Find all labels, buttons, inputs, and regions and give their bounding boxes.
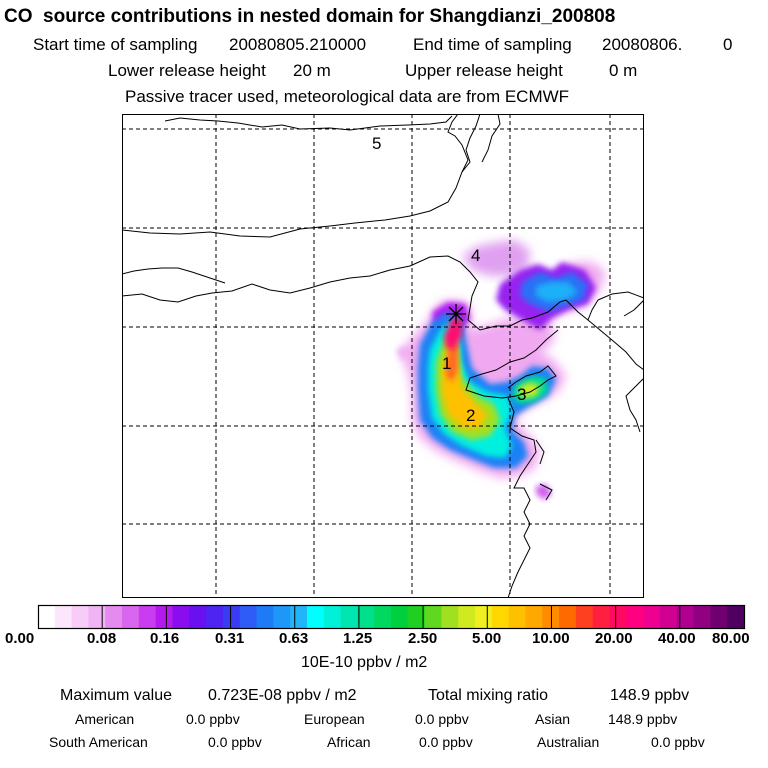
colorbar-swatch bbox=[626, 606, 644, 628]
colorbar-swatch bbox=[54, 606, 73, 628]
colorbar-swatch bbox=[138, 606, 157, 628]
total-mixing-value: 148.9 ppbv bbox=[610, 687, 690, 704]
start-time-label: Start time of sampling bbox=[33, 35, 198, 54]
colorbar-swatch bbox=[357, 606, 375, 628]
colorbar-swatch bbox=[256, 606, 274, 628]
concentration-plume bbox=[396, 240, 606, 500]
colorbar-tick-label: 10.00 bbox=[532, 630, 570, 647]
region-name: Asian bbox=[535, 711, 571, 727]
upper-release-label: Upper release height bbox=[405, 61, 563, 80]
colorbar-swatch bbox=[693, 606, 711, 628]
colorbar-swatch bbox=[239, 606, 258, 628]
colorbar-swatch bbox=[88, 606, 106, 628]
start-time-value: 20080805.210000 bbox=[229, 35, 367, 54]
colorbar-swatch bbox=[441, 606, 459, 628]
map-title: CO source contributions in nested domain… bbox=[4, 6, 616, 27]
colorbar-tick-label: 1.25 bbox=[343, 630, 373, 647]
colorbar-swatch bbox=[475, 606, 493, 628]
colorbar-tick-label: 0.31 bbox=[215, 630, 245, 647]
region-name: Australian bbox=[537, 734, 600, 750]
colorbar-swatch bbox=[424, 606, 443, 628]
map-frame bbox=[122, 114, 644, 598]
region-label: 4 bbox=[471, 246, 480, 265]
colorbar-swatch bbox=[525, 606, 543, 628]
colorbar-swatch bbox=[340, 606, 358, 628]
upper-release-value: 0 m bbox=[609, 61, 638, 80]
end-time-value: 20080806. bbox=[602, 35, 683, 54]
colorbar-tick-label: 5.00 bbox=[472, 630, 502, 647]
lower-release-value: 20 m bbox=[293, 61, 331, 80]
end-time-hour: 0 bbox=[723, 35, 733, 54]
colorbar-swatch bbox=[206, 606, 224, 628]
region-value: 0.0 ppbv bbox=[186, 711, 240, 727]
colorbar-swatch bbox=[609, 606, 627, 628]
colorbar-swatch bbox=[172, 606, 190, 628]
colorbar-swatch bbox=[105, 606, 123, 628]
tracer-note: Passive tracer used, meteorological data… bbox=[125, 87, 570, 106]
receptor-star-icon bbox=[446, 304, 466, 324]
colorbar-tick-label: 0.00 bbox=[5, 630, 35, 647]
colorbar-swatch bbox=[38, 606, 56, 628]
region-label: 5 bbox=[372, 134, 381, 153]
colorbar-swatch bbox=[71, 606, 90, 628]
colorbar-swatch bbox=[659, 606, 678, 628]
region-value: 0.0 ppbv bbox=[415, 711, 469, 727]
colorbar-swatch bbox=[508, 606, 527, 628]
colorbar-swatch bbox=[122, 606, 140, 628]
colorbar-swatch bbox=[458, 606, 476, 628]
colorbar-tick-label: 40.00 bbox=[658, 630, 696, 647]
region-label: 1 bbox=[442, 354, 451, 373]
colorbar-swatch bbox=[273, 606, 291, 628]
colorbar bbox=[38, 606, 745, 628]
colorbar-swatch bbox=[407, 606, 426, 628]
region-name: European bbox=[304, 711, 365, 727]
region-name: American bbox=[75, 711, 135, 727]
colorbar-swatch bbox=[727, 606, 745, 628]
region-name: African bbox=[327, 734, 371, 750]
max-value-label: Maximum value bbox=[60, 687, 173, 704]
max-value: 0.723E-08 ppbv / m2 bbox=[208, 687, 357, 704]
colorbar-units: 10E-10 ppbv / m2 bbox=[301, 654, 428, 671]
colorbar-swatch bbox=[323, 606, 342, 628]
region-value: 148.9 ppbv bbox=[608, 711, 678, 727]
colorbar-tick-label: 80.00 bbox=[712, 630, 750, 647]
colorbar-swatch bbox=[491, 606, 510, 628]
colorbar-swatch bbox=[643, 606, 661, 628]
graticule bbox=[122, 114, 644, 598]
colorbar-swatch bbox=[189, 606, 207, 628]
colorbar-tick-label: 20.00 bbox=[595, 630, 633, 647]
colorbar-swatch bbox=[374, 606, 392, 628]
colorbar-swatch bbox=[290, 606, 308, 628]
colorbar-swatch bbox=[592, 606, 611, 628]
total-mixing-label: Total mixing ratio bbox=[428, 687, 549, 704]
colorbar-swatch bbox=[306, 606, 325, 628]
colorbar-tick-label: 0.63 bbox=[279, 630, 309, 647]
colorbar-swatch bbox=[676, 606, 695, 628]
colorbar-tick-label: 0.08 bbox=[87, 630, 117, 647]
colorbar-tick-label: 2.50 bbox=[408, 630, 438, 647]
region-value: 0.0 ppbv bbox=[651, 734, 705, 750]
region-label: 3 bbox=[517, 385, 526, 404]
region-label: 2 bbox=[466, 406, 475, 425]
colorbar-swatch bbox=[391, 606, 409, 628]
colorbar-swatch bbox=[559, 606, 577, 628]
region-name: South American bbox=[49, 734, 148, 750]
region-value: 0.0 ppbv bbox=[208, 734, 262, 750]
region-value: 0.0 ppbv bbox=[419, 734, 473, 750]
colorbar-swatch bbox=[710, 606, 728, 628]
colorbar-tick-label: 0.16 bbox=[150, 630, 180, 647]
lower-release-label: Lower release height bbox=[108, 61, 266, 80]
end-time-label: End time of sampling bbox=[413, 35, 572, 54]
colorbar-swatch bbox=[155, 606, 174, 628]
colorbar-swatch bbox=[222, 606, 241, 628]
colorbar-frame bbox=[37, 604, 746, 630]
coastlines bbox=[122, 114, 644, 598]
colorbar-swatch bbox=[575, 606, 594, 628]
